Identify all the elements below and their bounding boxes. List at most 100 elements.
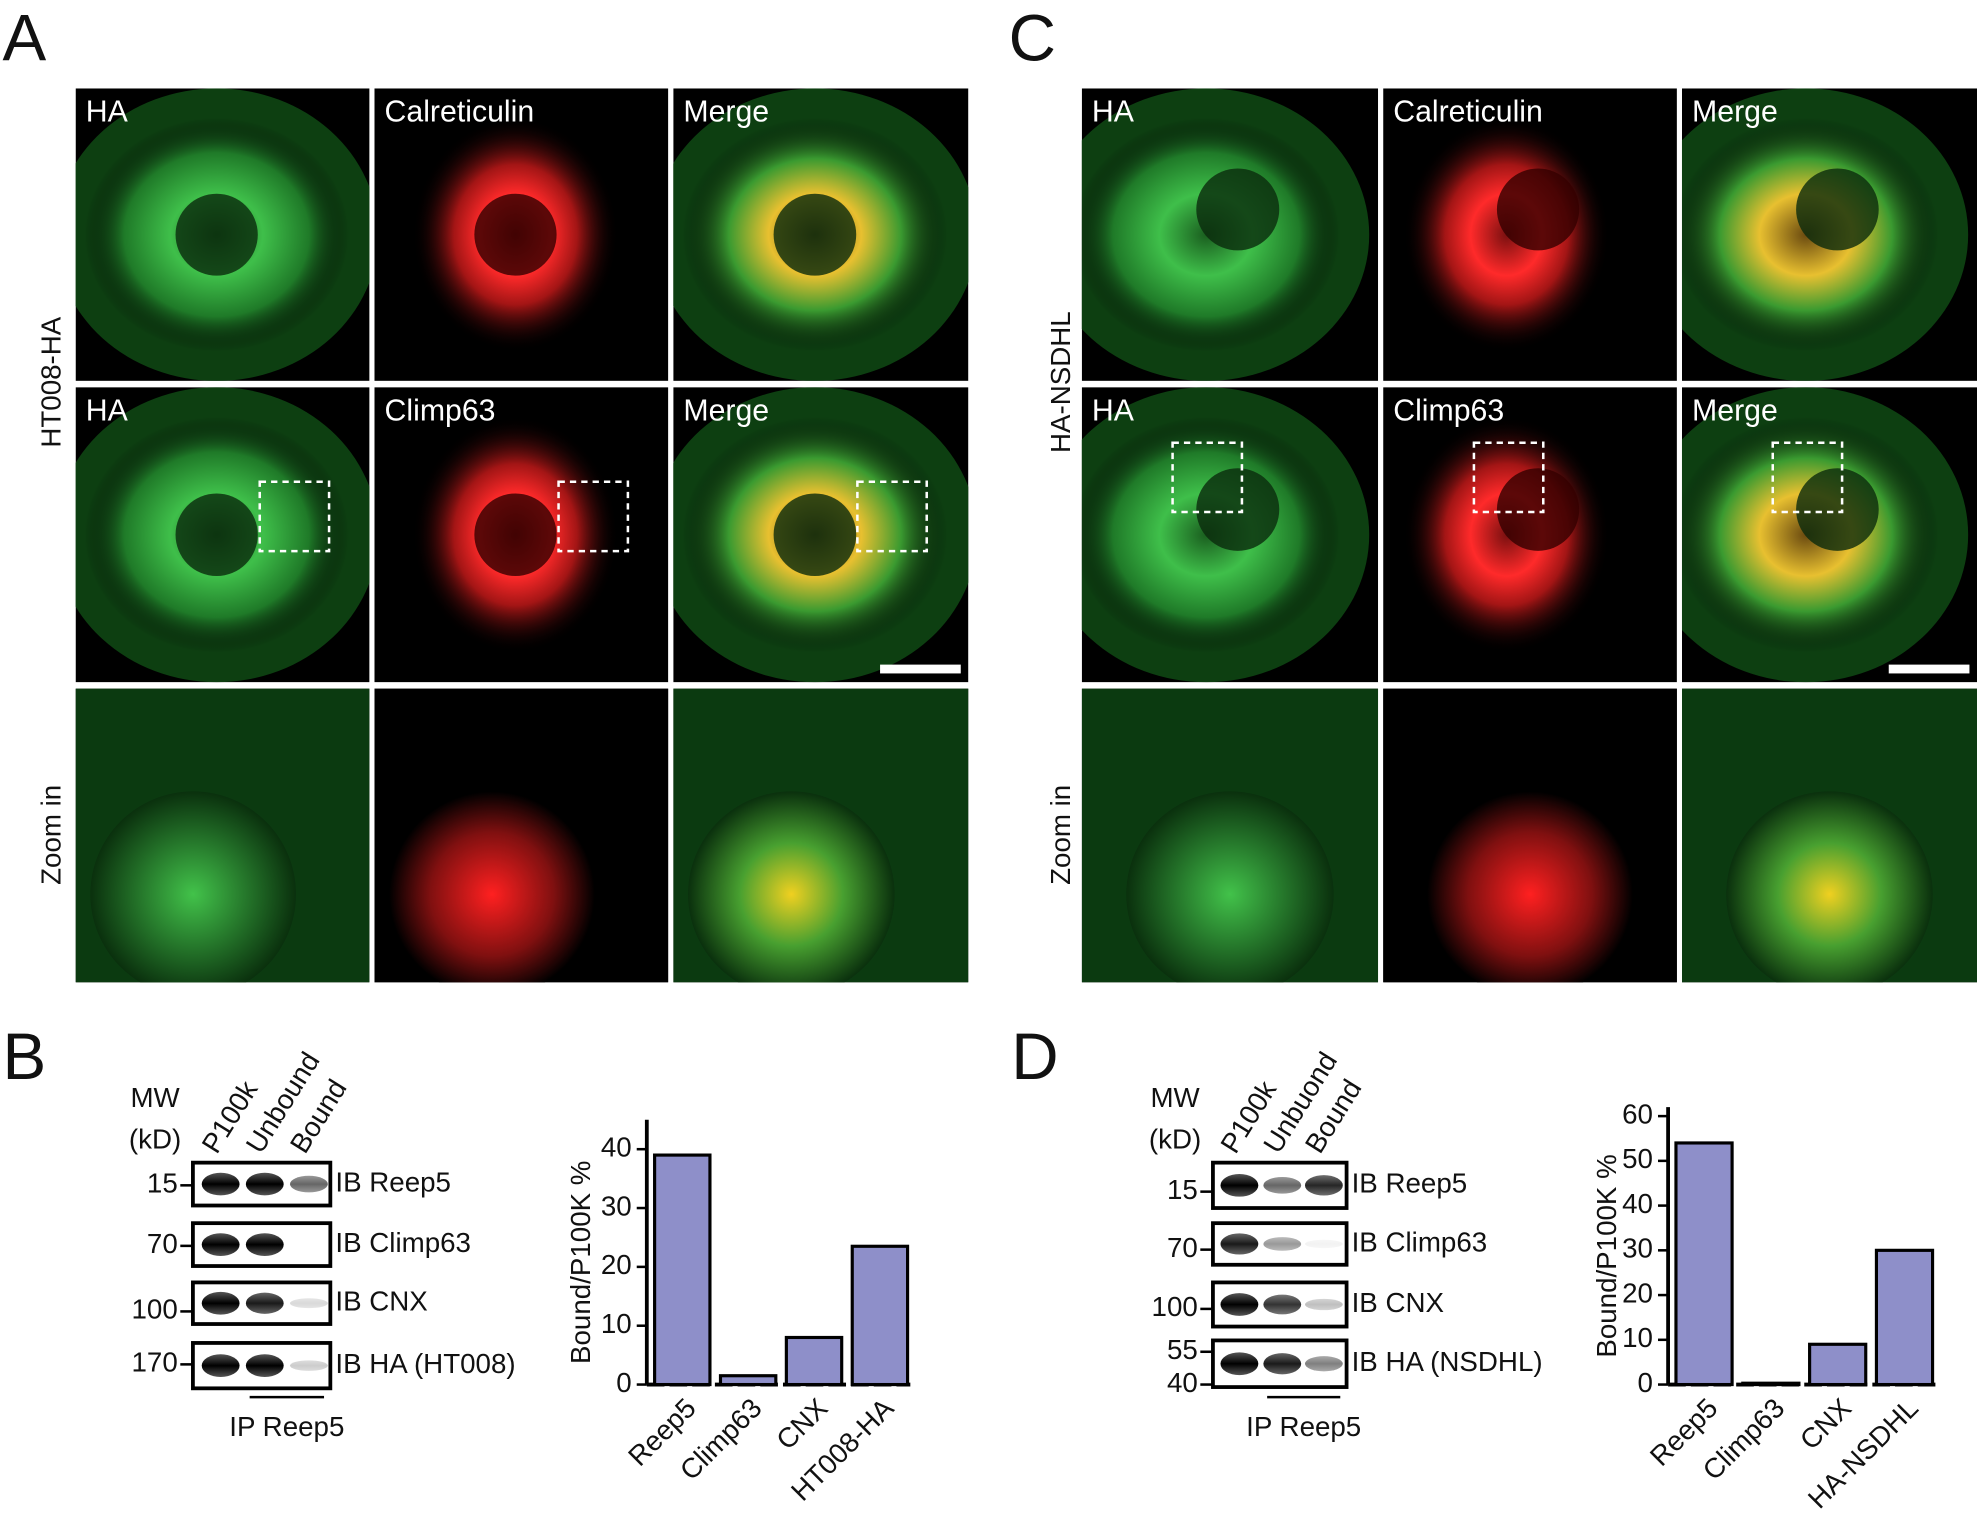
bar <box>718 1374 778 1387</box>
blot-band <box>245 1292 284 1314</box>
mw-unit: (kD) <box>1149 1124 1201 1155</box>
image-content <box>75 88 370 381</box>
mw-unit: (kD) <box>129 1124 181 1155</box>
mw-marker: 70 <box>147 1228 178 1259</box>
y-tick-label: 20 <box>1622 1277 1653 1308</box>
y-axis-label: Bound/P100K % <box>565 1161 596 1364</box>
zoom-signal <box>688 791 895 983</box>
mw-marker: 100 <box>1152 1291 1198 1322</box>
channel-label: Merge <box>1692 394 1778 427</box>
mw-marker: 15 <box>1167 1174 1198 1205</box>
panel-letter: D <box>1011 1020 1058 1093</box>
bar <box>653 1153 712 1387</box>
nucleus <box>474 493 557 577</box>
nucleus <box>175 193 258 276</box>
blot-band <box>1220 1352 1259 1376</box>
y-tick-label: 60 <box>1622 1098 1653 1129</box>
channel-label: Calreticulin <box>385 96 535 129</box>
side-label: Zoom in <box>1045 785 1076 885</box>
channel-label: HA <box>1092 394 1135 427</box>
zoom-box <box>258 480 331 553</box>
blot-band <box>245 1233 284 1256</box>
panel-letter: A <box>3 1 47 74</box>
blot-label: IB CNX <box>335 1286 427 1317</box>
zoom-signal <box>1126 791 1334 983</box>
blot-band <box>289 1360 328 1371</box>
micrograph <box>75 88 370 381</box>
blot-label: IB CNX <box>1352 1287 1444 1318</box>
image-content <box>374 88 669 381</box>
nucleus <box>474 193 557 276</box>
side-label: HA-NSDHL <box>1045 311 1076 453</box>
micrograph <box>673 387 969 683</box>
zoom-box <box>1771 441 1844 514</box>
micrograph <box>673 688 969 983</box>
image-content <box>1081 688 1379 983</box>
image-content <box>75 688 370 983</box>
blot-band <box>1263 1177 1302 1194</box>
blot-band <box>201 1291 240 1315</box>
blot-band <box>1263 1237 1302 1251</box>
nucleus <box>1796 168 1879 251</box>
image-content <box>1383 88 1677 381</box>
nucleus <box>773 193 857 276</box>
micrograph <box>1681 387 1977 683</box>
nucleus <box>1496 168 1580 251</box>
mw-marker: 40 <box>1167 1367 1198 1398</box>
blot-band <box>1220 1173 1259 1197</box>
channel-label: Climp63 <box>1393 394 1504 427</box>
micrograph <box>1383 688 1677 983</box>
image-content <box>1681 387 1977 683</box>
channel-label: HA <box>86 96 129 129</box>
blot-label: IB HA (NSDHL) <box>1352 1346 1543 1377</box>
blot-band <box>201 1354 240 1377</box>
mw-marker: 70 <box>1167 1232 1198 1263</box>
y-tick-label: 0 <box>616 1367 631 1398</box>
y-tick-label: 0 <box>1638 1367 1653 1398</box>
blot-band <box>1220 1293 1259 1316</box>
bar <box>1874 1248 1935 1387</box>
image-content <box>1681 88 1977 381</box>
nucleus <box>175 493 258 577</box>
image-content <box>673 387 969 683</box>
y-tick-label: 10 <box>601 1308 632 1339</box>
image-content <box>1681 688 1977 983</box>
blot-label: IB Climp63 <box>1352 1226 1488 1257</box>
zoom-signal <box>389 791 595 983</box>
micrograph <box>75 387 370 683</box>
nucleus <box>1196 168 1280 251</box>
blot-band <box>201 1172 240 1196</box>
mw-marker: 170 <box>132 1347 178 1378</box>
side-label: HT008-HA <box>35 316 66 447</box>
channel-label: HA <box>86 394 129 427</box>
blot-label: IB Climp63 <box>335 1227 471 1258</box>
image-content <box>1081 88 1379 381</box>
micrograph <box>1383 88 1677 381</box>
ip-label: IP Reep5 <box>1246 1411 1361 1442</box>
blot-band <box>245 1172 284 1196</box>
zoom-box <box>557 480 630 553</box>
image-content <box>673 88 969 381</box>
blot-band <box>1304 1298 1343 1311</box>
channel-label: Climp63 <box>385 394 496 427</box>
channel-label: Calreticulin <box>1393 96 1543 129</box>
scale-bar <box>1888 664 1970 674</box>
mw-label: MW <box>130 1082 180 1113</box>
bar <box>1808 1342 1868 1387</box>
channel-label: Merge <box>683 394 769 427</box>
mw-label: MW <box>1150 1082 1200 1113</box>
micrograph <box>1681 88 1977 381</box>
image-content <box>75 387 370 683</box>
image-content <box>374 688 669 983</box>
image-content <box>1081 387 1379 683</box>
mw-marker: 100 <box>132 1294 178 1325</box>
panel-letter: B <box>3 1020 47 1093</box>
image-content <box>673 688 969 983</box>
zoom-signal <box>1726 791 1933 983</box>
blot-band <box>1304 1239 1343 1249</box>
zoom-box <box>1472 441 1545 514</box>
image-content <box>1383 387 1677 683</box>
micrograph <box>75 688 370 983</box>
blot-band <box>201 1233 240 1256</box>
